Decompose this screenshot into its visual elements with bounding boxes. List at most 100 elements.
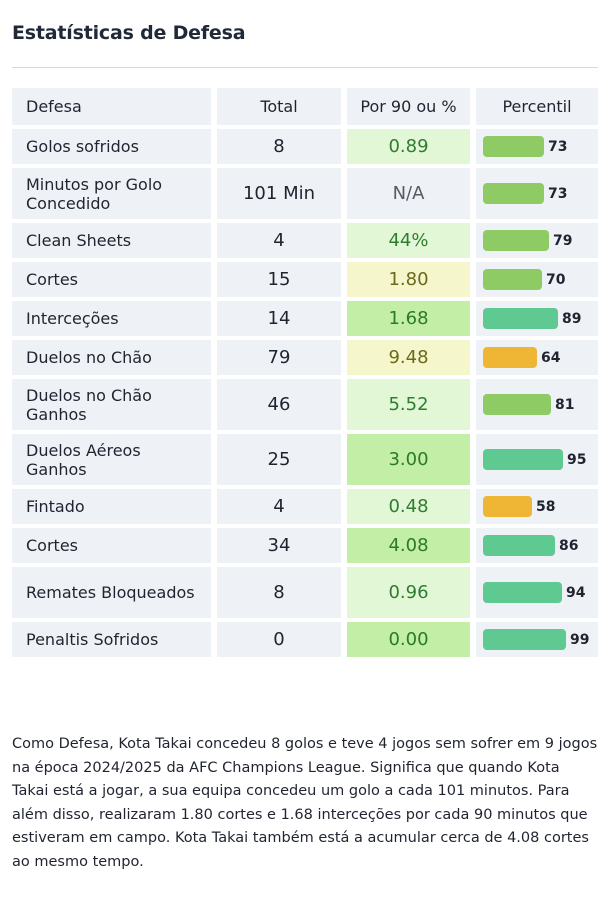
stat-total: 8 [217,567,347,622]
stat-per90: 4.08 [347,528,476,567]
stat-name: Cortes [12,262,217,301]
table-row: Duelos Aéreos Ganhos 25 3.00 95 [12,434,598,489]
percentile-bar [483,629,566,650]
table-row: Penaltis Sofridos 0 0.00 99 [12,622,598,661]
table-row: Golos sofridos 8 0.89 73 [12,129,598,168]
stat-total: 0 [217,622,347,661]
table-header-row: Defesa Total Por 90 ou % Percentil [12,88,598,129]
header-per90: Por 90 ou % [347,88,476,129]
percentile-wrap: 79 [483,230,594,251]
table-row: Fintado 4 0.48 58 [12,489,598,528]
percentile-value: 73 [548,138,568,155]
stat-percentile-cell: 99 [476,622,598,661]
percentile-wrap: 94 [483,582,594,603]
stat-per90: 0.48 [347,489,476,528]
percentile-wrap: 81 [483,394,594,415]
stat-percentile-cell: 89 [476,301,598,340]
percentile-value: 94 [566,584,586,601]
percentile-value: 70 [546,271,566,288]
percentile-wrap: 99 [483,629,594,650]
stat-per90: 0.89 [347,129,476,168]
percentile-value: 86 [559,537,579,554]
percentile-value: 95 [567,451,587,468]
stat-per90: 3.00 [347,434,476,489]
percentile-value: 89 [562,310,582,327]
percentile-wrap: 95 [483,449,594,470]
defense-stats-table: Defesa Total Por 90 ou % Percentil Golos… [12,88,598,661]
table-row: Clean Sheets 4 44% 79 [12,223,598,262]
percentile-wrap: 86 [483,535,594,556]
percentile-wrap: 58 [483,496,594,517]
percentile-bar [483,535,555,556]
stat-per90: 5.52 [347,379,476,434]
page-title: Estatísticas de Defesa [12,22,246,44]
percentile-bar [483,269,542,290]
percentile-wrap: 64 [483,347,594,368]
stat-total: 15 [217,262,347,301]
header-percentile: Percentil [476,88,598,129]
summary-paragraph: Como Defesa, Kota Takai concedeu 8 golos… [12,736,598,870]
stat-per90: 9.48 [347,340,476,379]
percentile-value: 99 [570,631,590,648]
stat-percentile-cell: 79 [476,223,598,262]
stat-total: 79 [217,340,347,379]
stat-per90: 0.96 [347,567,476,622]
stat-name: Duelos Aéreos Ganhos [12,434,217,489]
percentile-bar [483,582,562,603]
stat-percentile-cell: 64 [476,340,598,379]
stat-name: Interceções [12,301,217,340]
table-row: Interceções 14 1.68 89 [12,301,598,340]
stat-per90: 1.80 [347,262,476,301]
percentile-wrap: 73 [483,183,594,204]
stat-total: 101 Min [217,168,347,223]
stat-name: Duelos no Chão [12,340,217,379]
stat-name: Minutos por Golo Concedido [12,168,217,223]
percentile-bar [483,136,544,157]
percentile-value: 73 [548,185,568,202]
percentile-bar [483,496,532,517]
stat-percentile-cell: 94 [476,567,598,622]
stat-name: Cortes [12,528,217,567]
header-total: Total [217,88,347,129]
title-divider [12,67,598,68]
stat-per90: 1.68 [347,301,476,340]
percentile-value: 81 [555,396,575,413]
header-defesa: Defesa [12,88,217,129]
stat-total: 4 [217,223,347,262]
percentile-bar [483,183,544,204]
stat-per90: 0.00 [347,622,476,661]
table-row: Duelos no Chão 79 9.48 64 [12,340,598,379]
percentile-value: 79 [553,232,573,249]
stat-total: 4 [217,489,347,528]
table-row: Minutos por Golo Concedido 101 Min N/A 73 [12,168,598,223]
percentile-wrap: 70 [483,269,594,290]
table-row: Remates Bloqueados 8 0.96 94 [12,567,598,622]
percentile-bar [483,308,558,329]
stat-percentile-cell: 73 [476,129,598,168]
stat-percentile-cell: 58 [476,489,598,528]
stat-percentile-cell: 70 [476,262,598,301]
stat-percentile-cell: 86 [476,528,598,567]
stat-per90: N/A [347,168,476,223]
stat-total: 46 [217,379,347,434]
percentile-bar [483,449,563,470]
stat-name: Clean Sheets [12,223,217,262]
table-row: Cortes 15 1.80 70 [12,262,598,301]
stat-percentile-cell: 81 [476,379,598,434]
stat-name: Remates Bloqueados [12,567,217,622]
stat-name: Penaltis Sofridos [12,622,217,661]
table-row: Duelos no Chão Ganhos 46 5.52 81 [12,379,598,434]
percentile-wrap: 89 [483,308,594,329]
stat-name: Fintado [12,489,217,528]
percentile-bar [483,394,551,415]
stat-total: 14 [217,301,347,340]
percentile-value: 58 [536,498,556,515]
stat-total: 25 [217,434,347,489]
stat-name: Duelos no Chão Ganhos [12,379,217,434]
stat-per90: 44% [347,223,476,262]
table-row: Cortes 34 4.08 86 [12,528,598,567]
stat-name: Golos sofridos [12,129,217,168]
percentile-wrap: 73 [483,136,594,157]
stat-total: 34 [217,528,347,567]
percentile-bar [483,347,537,368]
